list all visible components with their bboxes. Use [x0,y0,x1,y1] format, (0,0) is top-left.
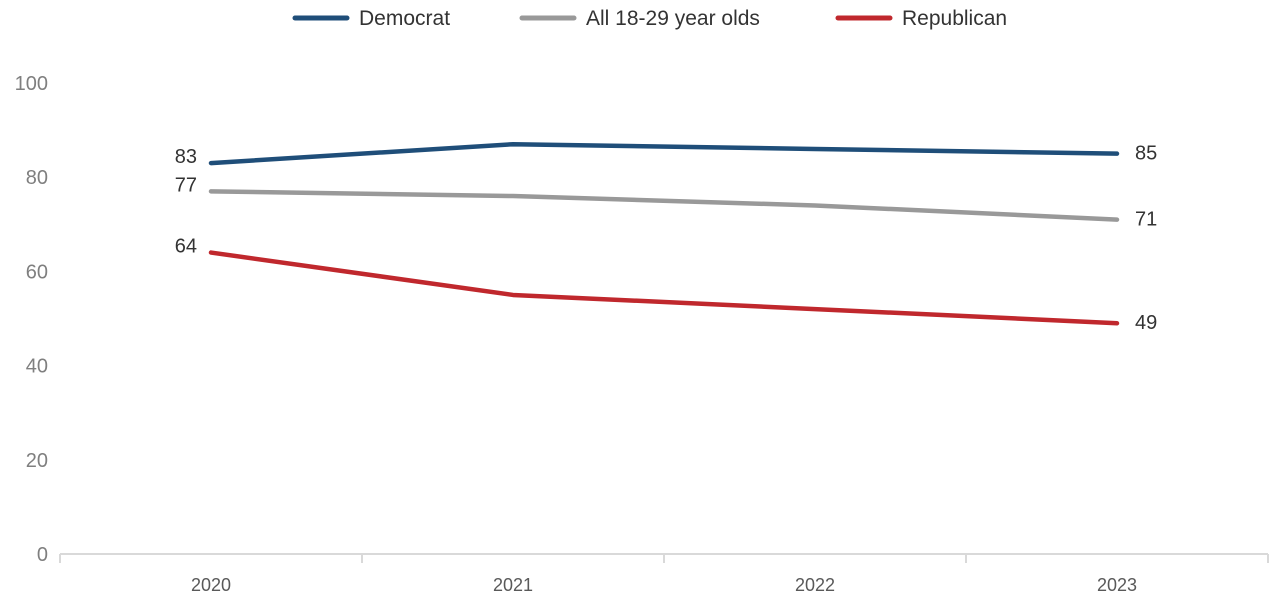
x-tick-label: 2023 [1097,575,1137,595]
series-layer [211,144,1117,323]
legend-label-2: Republican [902,7,1007,30]
data-label: 85 [1135,143,1157,165]
legend: Democrat All 18-29 year olds Republican [295,7,1007,30]
y-tick-label: 0 [37,544,48,566]
y-tick-label: 20 [26,450,48,472]
data-labels: 83 85 77 71 64 49 [175,143,1158,335]
data-label: 49 [1135,312,1157,334]
series-line-2 [211,253,1117,324]
data-label: 77 [175,174,197,196]
y-tick-label: 40 [26,356,48,378]
y-tick-label: 60 [26,261,48,283]
x-axis: 2020 2021 2022 2023 [60,554,1268,595]
data-label: 83 [175,146,197,168]
data-label: 64 [175,236,197,258]
x-tick-label: 2020 [191,575,231,595]
series-line-0 [211,144,1117,163]
x-tick-label: 2022 [795,575,835,595]
x-tick-label: 2021 [493,575,533,595]
data-label: 71 [1135,209,1157,231]
legend-label-1: All 18-29 year olds [586,7,760,30]
legend-label-0: Democrat [359,7,450,30]
y-axis: 0 20 40 60 80 100 [15,73,48,566]
y-tick-label: 100 [15,73,48,95]
y-tick-label: 80 [26,167,48,189]
series-line-1 [211,191,1117,219]
